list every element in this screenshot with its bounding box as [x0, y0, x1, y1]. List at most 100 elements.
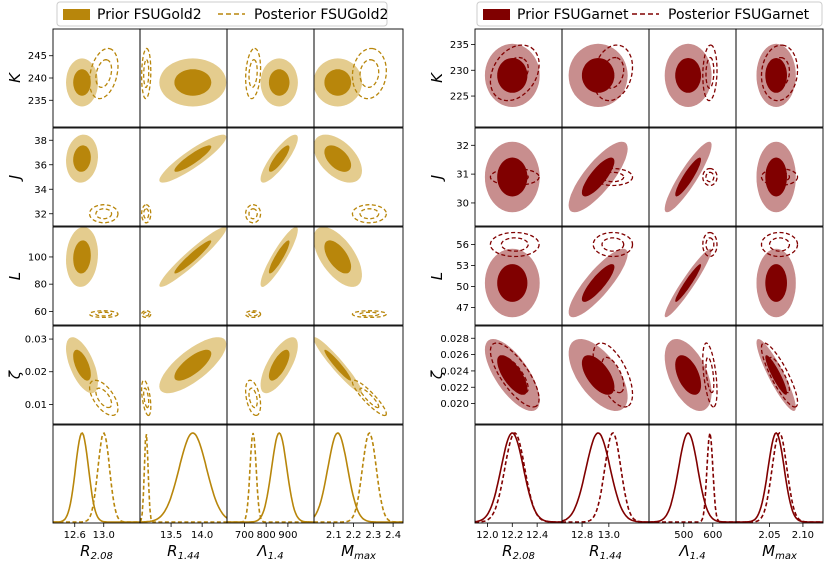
subplot-r2-c1 [561, 226, 650, 326]
subplot-r4-c1: 12.8 13.0R1.44 [561, 424, 650, 562]
posterior-contour-95 [592, 44, 634, 102]
prior-contour-68 [174, 145, 212, 172]
x-axis-label: Λ1.4 [256, 542, 283, 562]
x-axis-label: R2.08 [502, 542, 535, 562]
subplot-r0-c0: 225 230 235 K [428, 28, 563, 128]
subplot-r4-c1: 13.5 14.0R1.44 [139, 424, 228, 562]
posterior-contour-95 [140, 379, 152, 417]
corner-panel-fsugarnet: Prior FSUGarnet Posterior FSUGarnet 225 230… [428, 1, 824, 562]
posterior-contour-68 [95, 59, 113, 89]
posterior-contour-68 [768, 56, 791, 89]
posterior-contour-68 [95, 387, 113, 409]
posterior-contour-68 [768, 356, 791, 394]
legend-posterior-label: Posterior FSUGarnet [668, 7, 810, 23]
posterior-contour-95 [489, 167, 540, 187]
prior-contour-68 [675, 58, 702, 93]
subplot-r3-c0: 0.01 0.02 0.03 ζ [6, 325, 141, 425]
subplot-frame [735, 28, 824, 128]
subplot-r1-c2 [226, 127, 315, 227]
posterior-contour-95 [140, 47, 152, 100]
x-tick-label: 13.0 [598, 530, 620, 541]
prior-contour-68 [675, 264, 702, 302]
subplot-r1-c3 [313, 127, 404, 227]
subplot-r1-c0: 30 31 32 J [428, 127, 563, 227]
subplot-frame [735, 226, 824, 326]
subplot-r0-c3 [735, 28, 824, 128]
posterior-contour-95 [88, 47, 119, 100]
y-tick-label: 50 [456, 282, 469, 293]
posterior-marginal-curve [475, 432, 562, 523]
posterior-contour-68 [500, 171, 529, 183]
x-tick-label: 2.1 [326, 530, 342, 541]
posterior-contour-95 [351, 204, 387, 224]
y-tick-label: 235 [28, 96, 47, 107]
posterior-marginal-curve [736, 431, 823, 523]
y-axis-label: L [6, 272, 24, 280]
y-tick-label: 100 [28, 252, 47, 263]
subplot-frame [313, 226, 404, 326]
posterior-contour-95 [760, 342, 799, 408]
posterior-contour-95 [702, 342, 718, 408]
x-tick-label: 900 [278, 530, 297, 541]
prior-contour-68 [73, 145, 91, 172]
y-tick-label: 230 [450, 66, 469, 77]
posterior-contour-68 [95, 208, 113, 220]
subplot-frame [313, 424, 404, 524]
x-tick-label: 700 [235, 530, 254, 541]
x-tick-label: 12.8 [571, 530, 593, 541]
prior-contour-68 [497, 157, 528, 197]
x-tick-label: 12.6 [64, 530, 86, 541]
subplot-r3-c3 [313, 325, 404, 425]
prior-contour-68 [497, 355, 528, 395]
subplot-r2-c0: 60 80 100 L [6, 226, 141, 326]
prior-marginal-curve [649, 432, 736, 523]
subplot-r1-c2 [648, 127, 737, 227]
x-tick-label: 12.2 [501, 530, 523, 541]
posterior-contour-68 [705, 171, 715, 183]
y-axis-label: ζ [428, 370, 446, 380]
prior-contour-68 [268, 240, 290, 274]
legend-prior-swatch [63, 9, 90, 20]
y-tick-label: 235 [450, 40, 469, 51]
subplot-r3-c2 [648, 325, 737, 425]
posterior-contour-68 [500, 356, 529, 394]
x-tick-label: 2.05 [758, 530, 780, 541]
prior-contour-68 [497, 58, 528, 93]
x-tick-label: 13.5 [160, 530, 182, 541]
x-tick-label: 600 [703, 530, 722, 541]
posterior-contour-95 [140, 204, 152, 224]
y-tick-label: 240 [28, 74, 47, 85]
y-tick-label: 0.020 [440, 399, 469, 410]
prior-contour-68 [497, 264, 528, 302]
subplot-r0-c2 [648, 28, 737, 128]
posterior-contour-68 [705, 237, 715, 252]
subplot-frame [52, 226, 141, 326]
prior-contour-68 [765, 157, 787, 197]
posterior-contour-68 [705, 356, 715, 394]
posterior-contour-95 [88, 379, 119, 417]
y-tick-label: 0.028 [440, 334, 469, 345]
posterior-contour-68 [768, 171, 791, 183]
subplot-r3-c3 [735, 325, 824, 425]
posterior-contour-95 [88, 310, 119, 319]
prior-contour-68 [174, 69, 212, 96]
subplot-r0-c1 [139, 28, 228, 128]
subplot-r4-c0: 12.6 13.0R2.08 [52, 424, 141, 562]
prior-contour-68 [268, 145, 290, 172]
posterior-marginal-curve [53, 432, 140, 523]
prior-contour-68 [268, 69, 290, 96]
prior-marginal-curve [736, 432, 823, 523]
y-tick-label: 56 [456, 240, 469, 251]
prior-contour-68 [268, 349, 290, 381]
subplot-r0-c2 [226, 28, 315, 128]
subplot-r1-c1 [139, 127, 228, 227]
posterior-contour-95 [351, 310, 387, 319]
posterior-contour-95 [88, 204, 119, 224]
y-tick-label: 80 [34, 280, 47, 291]
y-tick-label: 47 [456, 303, 469, 314]
subplot-frame [313, 325, 404, 425]
